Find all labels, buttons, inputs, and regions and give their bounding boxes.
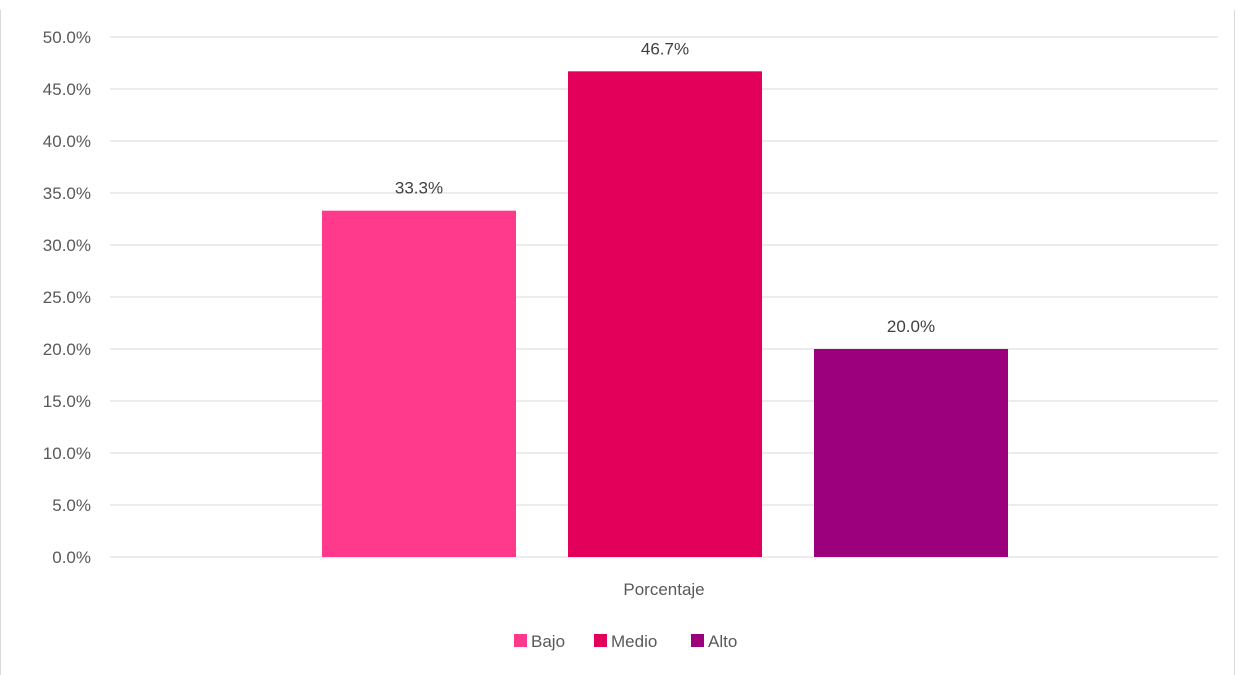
bar-alto: [814, 349, 1008, 557]
y-tick-label: 25.0%: [43, 288, 91, 307]
legend-swatch-bajo: [514, 634, 527, 647]
data-label-alto: 20.0%: [887, 317, 935, 336]
x-category-label: Porcentaje: [623, 580, 704, 599]
y-tick-label: 45.0%: [43, 80, 91, 99]
y-tick-label: 20.0%: [43, 340, 91, 359]
y-axis: 0.0% 5.0% 10.0% 15.0% 20.0% 25.0% 30.0% 35.0% 40…: [43, 28, 91, 567]
legend-label-alto: Alto: [708, 632, 737, 651]
y-tick-label: 50.0%: [43, 28, 91, 47]
legend: Bajo Medio Alto: [514, 632, 737, 651]
y-tick-label: 0.0%: [52, 548, 91, 567]
chart-frame: [0, 10, 1235, 675]
x-axis: Porcentaje: [623, 580, 704, 599]
y-tick-label: 10.0%: [43, 444, 91, 463]
y-tick-label: 35.0%: [43, 184, 91, 203]
data-labels: 33.3% 46.7% 20.0%: [395, 39, 935, 336]
bar-bajo: [322, 210, 516, 557]
y-tick-label: 40.0%: [43, 132, 91, 151]
legend-swatch-alto: [691, 634, 704, 647]
y-tick-label: 30.0%: [43, 236, 91, 255]
legend-swatch-medio: [594, 634, 607, 647]
y-tick-label: 15.0%: [43, 392, 91, 411]
y-tick-label: 5.0%: [52, 496, 91, 515]
bars: [322, 71, 1008, 557]
legend-label-medio: Medio: [611, 632, 657, 651]
legend-label-bajo: Bajo: [531, 632, 565, 651]
data-label-bajo: 33.3%: [395, 179, 443, 198]
bar-medio: [568, 71, 762, 557]
data-label-medio: 46.7%: [641, 39, 689, 58]
